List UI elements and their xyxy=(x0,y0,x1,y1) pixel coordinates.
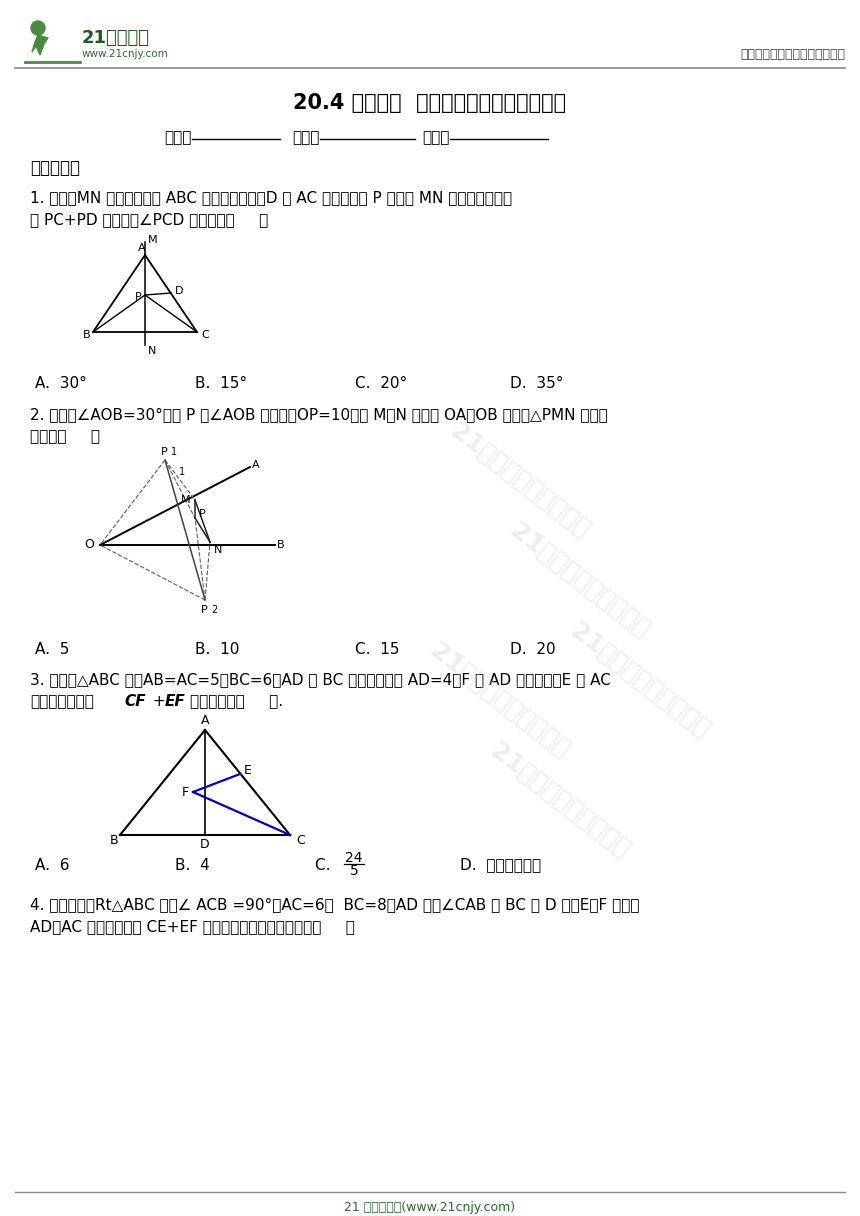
Text: 3. 如图，△ABC 中，AB=AC=5，BC=6，AD 是 BC 边上的中线且 AD=4，F 是 AD 上的动点，E 是 AC: 3. 如图，△ABC 中，AB=AC=5，BC=6，AD 是 BC 边上的中线且… xyxy=(30,672,611,687)
Text: B: B xyxy=(110,834,119,848)
Text: 中小学教育资源及组卷应用平台: 中小学教育资源及组卷应用平台 xyxy=(740,49,845,62)
Text: A: A xyxy=(252,460,260,471)
Text: 21世纪教育网精品资料: 21世纪教育网精品资料 xyxy=(566,618,715,742)
Text: B.  10: B. 10 xyxy=(195,642,239,658)
Text: www.21cnjy.com: www.21cnjy.com xyxy=(82,49,169,60)
Text: B.  4: B. 4 xyxy=(175,857,210,873)
Text: 2: 2 xyxy=(211,606,218,615)
Text: 4. 如图所示，Rt△ABC 中，∠ ACB =90°，AC=6，  BC=8，AD 平分∠CAB 交 BC 于 D 点，E、F 分别是: 4. 如图所示，Rt△ABC 中，∠ ACB =90°，AC=6， BC=8，A… xyxy=(30,897,640,912)
Text: 1. 如图，MN 是等边三角形 ABC 的一条对称轴，D 为 AC 的中点，点 P 是直线 MN 上的一个动点，: 1. 如图，MN 是等边三角形 ABC 的一条对称轴，D 为 AC 的中点，点 … xyxy=(30,191,512,206)
Text: D.  不存在最小值: D. 不存在最小值 xyxy=(460,857,541,873)
Text: 的最小值是（     ）.: 的最小值是（ ）. xyxy=(190,694,283,709)
Text: C.: C. xyxy=(315,857,341,873)
Text: 24: 24 xyxy=(345,851,363,865)
Text: A.  30°: A. 30° xyxy=(35,377,87,392)
Text: A: A xyxy=(138,243,146,253)
Text: 当 PC+PD 最小时，∠PCD 的度数是（     ）: 当 PC+PD 最小时，∠PCD 的度数是（ ） xyxy=(30,213,268,227)
Text: P: P xyxy=(161,447,168,457)
Text: 21世纪教育: 21世纪教育 xyxy=(82,29,150,47)
Text: C.  15: C. 15 xyxy=(355,642,400,658)
Text: C.  20°: C. 20° xyxy=(355,377,408,392)
Text: B: B xyxy=(83,330,90,340)
Text: P: P xyxy=(199,510,206,519)
Polygon shape xyxy=(32,35,48,55)
Text: O: O xyxy=(84,539,94,552)
Text: A.  6: A. 6 xyxy=(35,857,70,873)
Text: C: C xyxy=(296,834,304,848)
Text: 21世纪教育网精品资料: 21世纪教育网精品资料 xyxy=(445,418,594,542)
Text: 一、选择题: 一、选择题 xyxy=(30,159,80,178)
Text: M: M xyxy=(181,495,191,505)
Text: 1: 1 xyxy=(171,447,177,457)
Text: 1: 1 xyxy=(179,467,185,477)
Text: E: E xyxy=(244,764,252,777)
Text: D.  35°: D. 35° xyxy=(510,377,563,392)
Text: A.  5: A. 5 xyxy=(35,642,70,658)
Text: 21世纪教育网精品资料: 21世纪教育网精品资料 xyxy=(486,738,635,862)
Text: B.  15°: B. 15° xyxy=(195,377,247,392)
Text: B: B xyxy=(277,540,285,550)
Text: 班级：: 班级： xyxy=(292,130,320,146)
Text: P: P xyxy=(135,292,142,302)
Text: D: D xyxy=(175,286,183,295)
Text: 21 世纪教育网(www.21cnjy.com): 21 世纪教育网(www.21cnjy.com) xyxy=(345,1200,515,1214)
Text: N: N xyxy=(148,347,157,356)
Text: +: + xyxy=(148,694,170,709)
Text: EF: EF xyxy=(165,694,186,709)
Text: M: M xyxy=(148,235,157,244)
Circle shape xyxy=(31,21,45,35)
Text: 5: 5 xyxy=(350,865,359,878)
Text: 考号：: 考号： xyxy=(422,130,450,146)
Text: D: D xyxy=(200,838,210,850)
Text: 21世纪教育网精品资料: 21世纪教育网精品资料 xyxy=(426,638,574,761)
Text: A: A xyxy=(200,715,209,727)
Text: C: C xyxy=(201,330,209,340)
Text: 姓名：: 姓名： xyxy=(164,130,192,146)
Text: 最小值（     ）: 最小值（ ） xyxy=(30,429,100,445)
Text: D.  20: D. 20 xyxy=(510,642,556,658)
Text: CF: CF xyxy=(124,694,145,709)
Text: AD、AC 上的动点，使 CE+EF 的和最小，则这个最小值为（     ）: AD、AC 上的动点，使 CE+EF 的和最小，则这个最小值为（ ） xyxy=(30,919,355,935)
Text: F: F xyxy=(182,787,189,799)
Text: 2. 如图，∠AOB=30°，点 P 为∠AOB 内一点，OP=10，点 M、N 分别在 OA、OB 上，求△PMN 周长的: 2. 如图，∠AOB=30°，点 P 为∠AOB 内一点，OP=10，点 M、N… xyxy=(30,407,608,422)
Text: P: P xyxy=(201,606,208,615)
Text: N: N xyxy=(214,545,223,554)
Text: 边上的动点，则: 边上的动点，则 xyxy=(30,694,94,709)
Text: 21世纪教育网精品资料: 21世纪教育网精品资料 xyxy=(506,518,654,642)
Text: 20.4 课题学习  最短路径问题同步课时作业: 20.4 课题学习 最短路径问题同步课时作业 xyxy=(293,92,567,113)
